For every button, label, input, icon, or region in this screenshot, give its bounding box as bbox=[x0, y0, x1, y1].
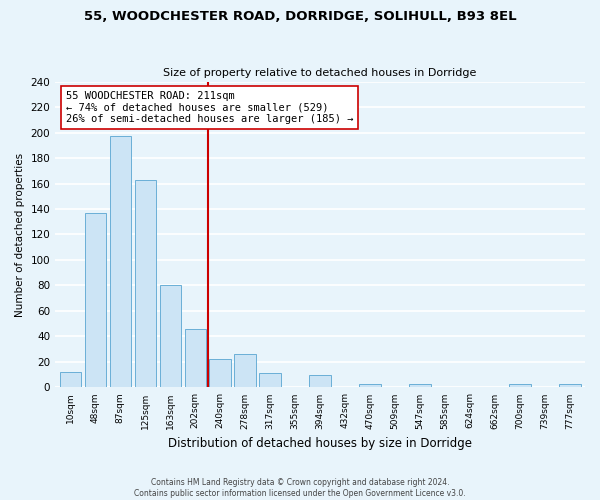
Bar bbox=[185, 329, 206, 388]
Text: 55, WOODCHESTER ROAD, DORRIDGE, SOLIHULL, B93 8EL: 55, WOODCHESTER ROAD, DORRIDGE, SOLIHULL… bbox=[83, 10, 517, 23]
Y-axis label: Number of detached properties: Number of detached properties bbox=[15, 152, 25, 316]
Text: 55 WOODCHESTER ROAD: 211sqm
← 74% of detached houses are smaller (529)
26% of se: 55 WOODCHESTER ROAD: 211sqm ← 74% of det… bbox=[66, 90, 353, 124]
Bar bbox=[160, 286, 181, 388]
X-axis label: Distribution of detached houses by size in Dorridge: Distribution of detached houses by size … bbox=[168, 437, 472, 450]
Bar bbox=[85, 213, 106, 388]
Bar bbox=[559, 384, 581, 388]
Text: Contains HM Land Registry data © Crown copyright and database right 2024.
Contai: Contains HM Land Registry data © Crown c… bbox=[134, 478, 466, 498]
Bar bbox=[235, 354, 256, 388]
Bar bbox=[310, 374, 331, 388]
Bar bbox=[209, 360, 231, 388]
Bar bbox=[359, 384, 380, 388]
Bar bbox=[110, 136, 131, 388]
Bar bbox=[409, 384, 431, 388]
Bar bbox=[134, 180, 156, 388]
Title: Size of property relative to detached houses in Dorridge: Size of property relative to detached ho… bbox=[163, 68, 477, 78]
Bar bbox=[509, 384, 530, 388]
Bar bbox=[259, 374, 281, 388]
Bar bbox=[59, 372, 81, 388]
